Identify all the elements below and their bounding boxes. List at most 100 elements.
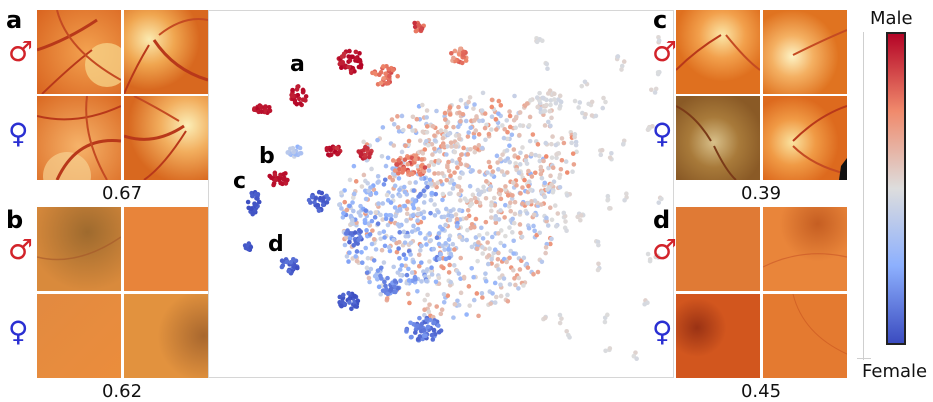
scatter-point (342, 64, 348, 69)
scatter-point (577, 100, 583, 105)
scatter-point (516, 170, 522, 176)
scatter-point (416, 22, 422, 28)
scatter-point (537, 90, 542, 96)
scatter-point (376, 72, 382, 78)
scatter-point (258, 104, 263, 110)
scatter-point (485, 261, 491, 267)
male-symbol-icon: ♂ (652, 233, 678, 266)
scatter-point (498, 103, 504, 108)
scatter-point (400, 170, 405, 175)
scatter-point (351, 243, 357, 248)
scatter-point (429, 332, 435, 338)
scatter-point (469, 244, 475, 250)
scatter-point (457, 156, 462, 162)
scatter-point (529, 151, 534, 157)
scatter-point (446, 237, 452, 242)
scatter-point (428, 238, 434, 243)
scatter-point (519, 234, 525, 240)
scatter-point (522, 177, 527, 183)
scatter-point (403, 233, 409, 239)
scatter-point (279, 264, 285, 270)
scatter-point (455, 165, 460, 170)
scatter-point (487, 246, 492, 251)
scatter-point (402, 203, 408, 209)
scatter-point (440, 226, 445, 232)
scatter-point (365, 180, 370, 186)
scatter-point (383, 283, 388, 289)
scatter-point (441, 143, 446, 149)
scatter-point (372, 273, 378, 279)
scatter-point (303, 94, 309, 99)
cluster-label-b: b (259, 144, 275, 169)
scatter-point (488, 215, 494, 220)
scatter-point (435, 323, 441, 328)
scatter-point (458, 97, 464, 103)
scatter-point (458, 119, 463, 124)
scatter-point (422, 193, 427, 199)
scatter-point (358, 213, 363, 218)
scatter-point (388, 200, 394, 205)
scatter-point (369, 218, 375, 224)
scatter-point (419, 157, 425, 162)
scatter-point (347, 48, 352, 54)
scatter-point (444, 124, 449, 130)
scatter-point (424, 124, 430, 129)
scatter-point (525, 265, 531, 270)
scatter-point (542, 180, 548, 186)
scatter-point (480, 236, 486, 241)
scatter-point (634, 356, 639, 362)
scatter-point (406, 266, 411, 272)
scatter-point (353, 49, 359, 55)
scatter-point (421, 333, 427, 338)
scatter-point (497, 191, 503, 197)
scatter-point (326, 196, 331, 202)
scatter-point (479, 290, 485, 296)
scatter-point (356, 149, 362, 154)
scatter-point (339, 54, 345, 59)
scatter-point (473, 235, 479, 240)
scatter-point (496, 231, 501, 236)
scatter-point (491, 195, 497, 201)
scatter-point (417, 230, 423, 236)
scatter-point (438, 252, 444, 257)
scatter-point (440, 243, 445, 249)
scatter-point (449, 178, 455, 183)
scatter-point (498, 208, 503, 213)
scatter-point (472, 224, 477, 230)
scatter-point (397, 224, 402, 229)
scatter-point (535, 104, 540, 110)
scatter-point (620, 142, 626, 147)
scatter-point (456, 133, 462, 138)
scatter-point (363, 196, 369, 202)
scatter-point (364, 270, 370, 275)
scatter-point (533, 152, 538, 158)
scatter-point (404, 218, 409, 223)
scatter-point (549, 182, 554, 187)
fundus-image-d4 (763, 294, 847, 378)
scatter-point (337, 202, 342, 208)
scatter-point (422, 307, 427, 312)
scatter-point (444, 144, 450, 149)
scatter-point (572, 98, 578, 104)
scatter-point (245, 199, 251, 205)
scatter-point (337, 294, 343, 300)
scatter-point (281, 171, 287, 177)
scatter-point (363, 208, 369, 213)
scatter-point (655, 70, 661, 75)
scatter-point (603, 99, 608, 105)
scatter-point (480, 118, 485, 123)
scatter-point (415, 206, 421, 212)
scatter-point (346, 296, 352, 302)
scatter-point (526, 123, 532, 128)
scatter-point (397, 166, 402, 172)
scatter-point (553, 142, 559, 148)
scatter-point (603, 348, 608, 354)
scatter-point (508, 200, 513, 206)
scatter-point (507, 109, 512, 114)
scatter-point (462, 196, 468, 201)
scatter-point (517, 267, 523, 272)
scatter-point (472, 149, 478, 155)
scatter-point (342, 188, 347, 193)
scatter-point (300, 87, 306, 93)
scatter-point (455, 298, 460, 304)
